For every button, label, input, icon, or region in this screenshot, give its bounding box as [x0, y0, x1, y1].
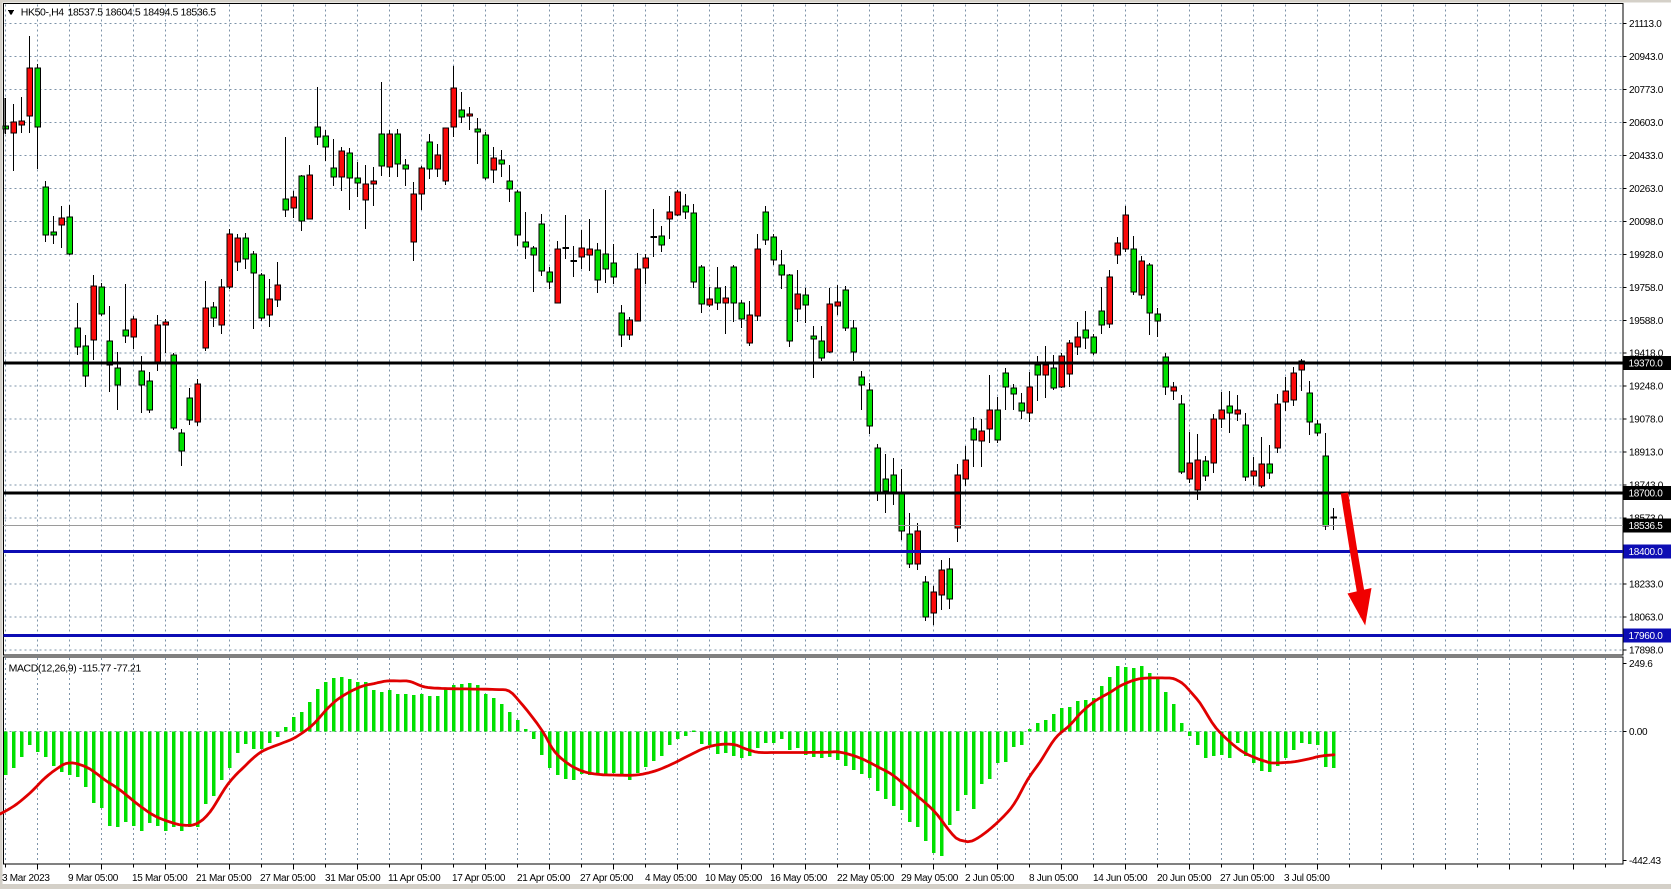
svg-text:20263.0: 20263.0 [1629, 184, 1664, 195]
svg-text:15 Mar 05:00: 15 Mar 05:00 [132, 873, 188, 884]
svg-text:8 Jun 05:00: 8 Jun 05:00 [1029, 873, 1079, 884]
svg-text:0.00: 0.00 [1629, 727, 1648, 738]
svg-text:19758.0: 19758.0 [1629, 283, 1664, 294]
svg-text:19248.0: 19248.0 [1629, 382, 1664, 393]
svg-text:4 May 05:00: 4 May 05:00 [645, 873, 697, 884]
svg-text:18063.0: 18063.0 [1629, 612, 1664, 623]
svg-text:10 May 05:00: 10 May 05:00 [705, 873, 763, 884]
svg-text:3 Jul 05:00: 3 Jul 05:00 [1284, 873, 1330, 884]
svg-text:19370.0: 19370.0 [1629, 359, 1664, 370]
svg-text:18913.0: 18913.0 [1629, 448, 1664, 459]
svg-text:18537.5 18604.5 18494.5 18536.: 18537.5 18604.5 18494.5 18536.5 [68, 6, 217, 18]
svg-text:31 Mar 05:00: 31 Mar 05:00 [325, 873, 381, 884]
svg-text:21 Apr 05:00: 21 Apr 05:00 [517, 873, 571, 884]
svg-text:2 Jun 05:00: 2 Jun 05:00 [965, 873, 1015, 884]
svg-text:22 May 05:00: 22 May 05:00 [837, 873, 895, 884]
svg-text:20433.0: 20433.0 [1629, 151, 1664, 162]
svg-text:3 Mar 2023: 3 Mar 2023 [2, 873, 50, 884]
svg-text:18536.5: 18536.5 [1629, 521, 1664, 532]
svg-text:21 Mar 05:00: 21 Mar 05:00 [196, 873, 252, 884]
svg-text:17 Apr 05:00: 17 Apr 05:00 [452, 873, 506, 884]
svg-text:20 Jun 05:00: 20 Jun 05:00 [1157, 873, 1212, 884]
svg-text:27 Apr 05:00: 27 Apr 05:00 [580, 873, 634, 884]
svg-text:29 May 05:00: 29 May 05:00 [901, 873, 959, 884]
svg-text:11 Apr 05:00: 11 Apr 05:00 [388, 873, 441, 884]
svg-text:20603.0: 20603.0 [1629, 118, 1664, 129]
svg-text:17898.0: 17898.0 [1629, 645, 1664, 656]
svg-text:19078.0: 19078.0 [1629, 415, 1664, 426]
svg-text:27 Jun 05:00: 27 Jun 05:00 [1220, 873, 1275, 884]
svg-text:19928.0: 19928.0 [1629, 250, 1664, 261]
svg-text:27 Mar 05:00: 27 Mar 05:00 [260, 873, 316, 884]
svg-text:20943.0: 20943.0 [1629, 52, 1664, 63]
svg-text:20098.0: 20098.0 [1629, 217, 1664, 228]
svg-text:21113.0: 21113.0 [1629, 19, 1662, 30]
svg-text:17960.0: 17960.0 [1629, 631, 1664, 642]
svg-text:19588.0: 19588.0 [1629, 316, 1664, 327]
svg-text:9 Mar 05:00: 9 Mar 05:00 [68, 873, 119, 884]
svg-text:MACD(12,26,9) -115.77 -77.21: MACD(12,26,9) -115.77 -77.21 [9, 663, 142, 675]
svg-text:19418.0: 19418.0 [1629, 349, 1664, 360]
svg-text:-442.43: -442.43 [1629, 856, 1662, 867]
svg-text:18233.0: 18233.0 [1629, 579, 1664, 590]
svg-text:249.6: 249.6 [1629, 659, 1653, 670]
svg-text:18400.0: 18400.0 [1629, 547, 1664, 558]
svg-text:16 May 05:00: 16 May 05:00 [770, 873, 828, 884]
svg-text:20773.0: 20773.0 [1629, 85, 1664, 96]
svg-text:14 Jun 05:00: 14 Jun 05:00 [1093, 873, 1148, 884]
svg-text:HK50-,H4: HK50-,H4 [21, 6, 64, 18]
svg-text:18700.0: 18700.0 [1629, 489, 1664, 500]
